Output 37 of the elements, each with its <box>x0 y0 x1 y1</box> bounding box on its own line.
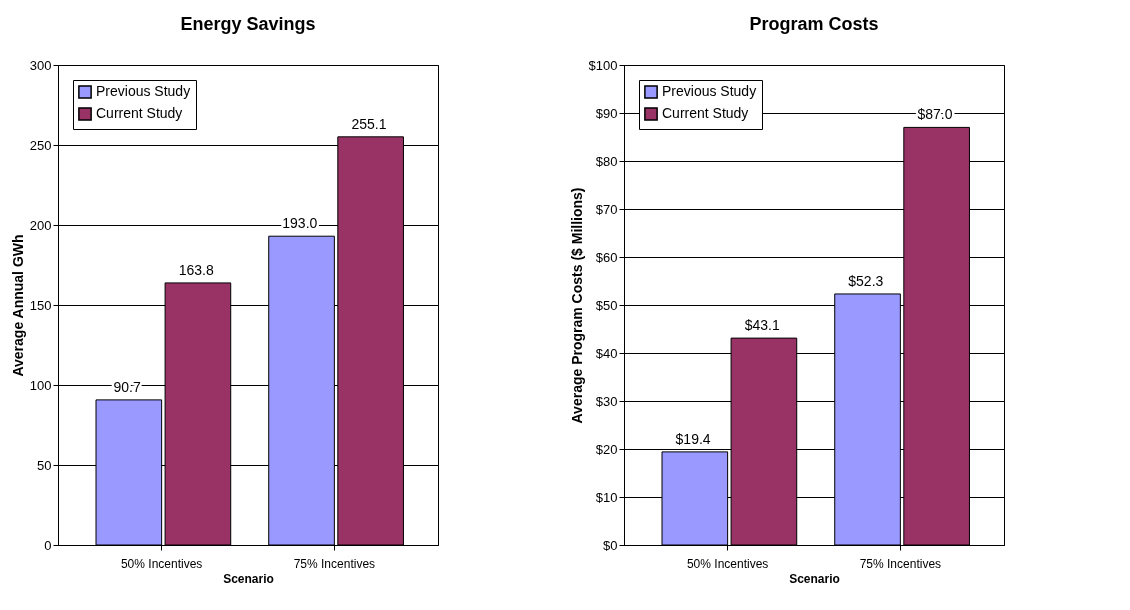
data-label: 255.1 <box>351 115 387 132</box>
y-tick-label: 250 <box>29 137 52 153</box>
y-tick-label: $90 <box>595 105 618 121</box>
y-axis-title: Average Program Costs ($ Millions) <box>568 187 585 424</box>
x-tick-label: 50% Incentives <box>120 556 203 571</box>
y-tick-label: $100 <box>588 57 618 73</box>
y-tick-label: $80 <box>595 153 618 169</box>
x-tick-label: 75% Incentives <box>859 556 942 571</box>
data-label: $19.4 <box>675 430 711 447</box>
y-tick-label: $40 <box>595 345 618 361</box>
legend-label: Previous Study <box>662 83 757 99</box>
y-tick-label: $60 <box>595 249 618 265</box>
x-axis-title: Scenario <box>223 571 274 586</box>
legend-label: Current Study <box>96 105 183 121</box>
chart-title: Energy Savings <box>180 14 316 34</box>
y-tick-label: 0 <box>44 537 52 553</box>
x-tick-label: 50% Incentives <box>686 556 769 571</box>
y-tick-label: 150 <box>29 297 52 313</box>
x-tick-label: 75% Incentives <box>293 556 376 571</box>
y-tick-label: $20 <box>595 441 618 457</box>
y-tick-label: $0 <box>603 537 618 553</box>
data-label: $52.3 <box>848 272 884 289</box>
y-tick-label: $70 <box>595 201 618 217</box>
data-label: 163.8 <box>178 261 214 278</box>
x-axis-title: Scenario <box>789 571 840 586</box>
data-label: $43.1 <box>744 317 780 334</box>
y-tick-label: 50 <box>37 457 52 473</box>
y-tick-label: $50 <box>595 297 618 313</box>
legend-label: Current Study <box>662 105 749 121</box>
y-tick-label: $10 <box>595 489 618 505</box>
y-tick-label: 200 <box>29 217 52 233</box>
y-tick-label: $30 <box>595 393 618 409</box>
chart-title: Program Costs <box>749 14 879 34</box>
y-tick-label: 300 <box>29 57 52 73</box>
legend-label: Previous Study <box>96 83 191 99</box>
y-axis-title: Average Annual GWh <box>9 234 26 377</box>
y-tick-label: 100 <box>29 377 52 393</box>
